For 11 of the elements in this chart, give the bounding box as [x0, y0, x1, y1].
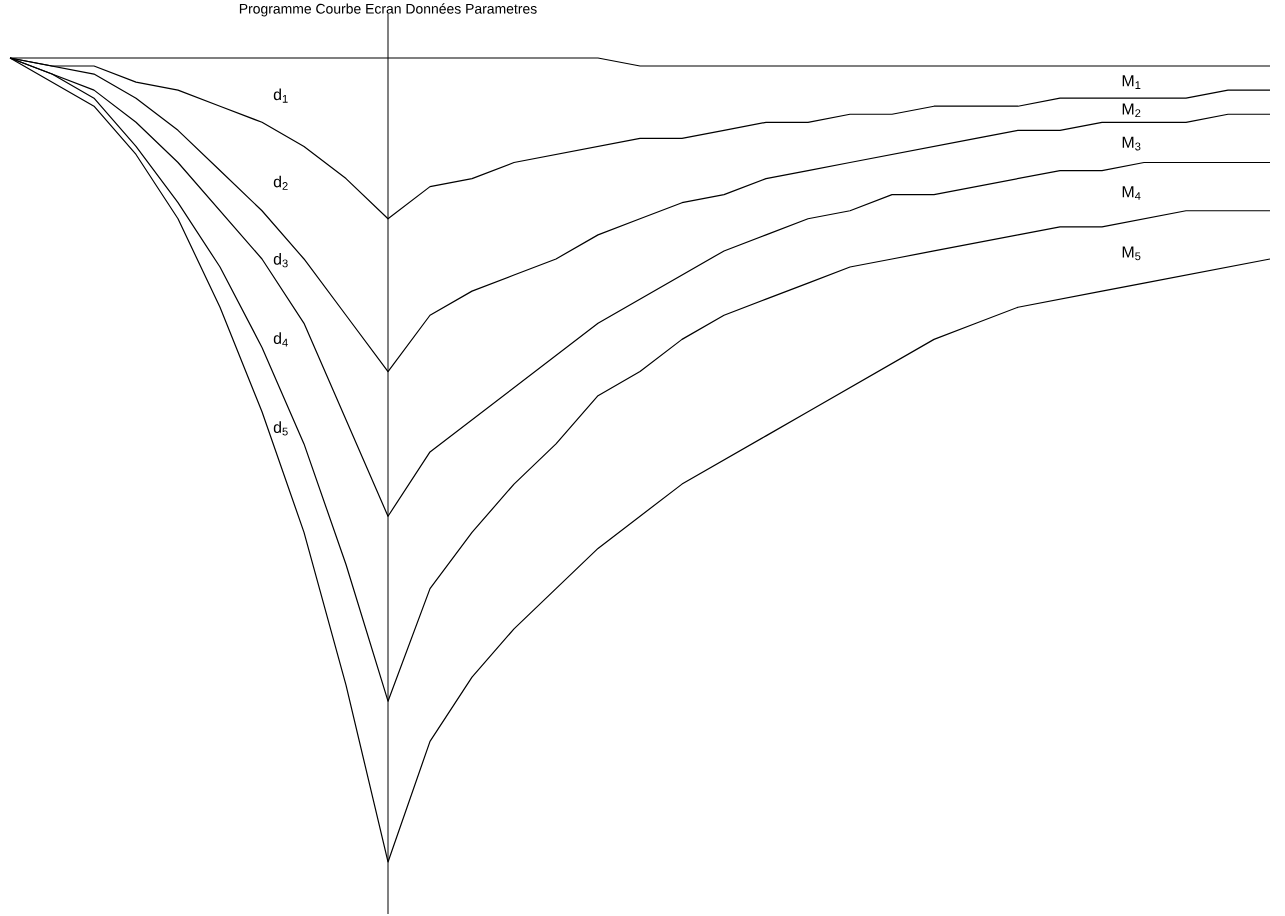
annotation: M$_{2}$: [1122, 103, 1141, 118]
annotation: d$_{5}$: [273, 421, 288, 436]
annotation: M$_{3}$: [1122, 136, 1141, 151]
annotation: d$_{2}$: [273, 175, 288, 190]
annotation: d$_{3}$: [273, 253, 288, 268]
annotation: M$_{1}$: [1122, 75, 1141, 89]
chart-title: Programme Courbe Ecran Données Parametres: [239, 3, 537, 17]
annotation: d$_{4}$: [273, 332, 288, 347]
annotation: d$_{1}$: [273, 88, 288, 103]
annotation: M$_{4}$: [1122, 186, 1141, 200]
annotation: M$_{5}$: [1122, 246, 1141, 261]
